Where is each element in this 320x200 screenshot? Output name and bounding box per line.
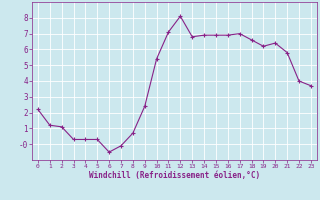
X-axis label: Windchill (Refroidissement éolien,°C): Windchill (Refroidissement éolien,°C) bbox=[89, 171, 260, 180]
